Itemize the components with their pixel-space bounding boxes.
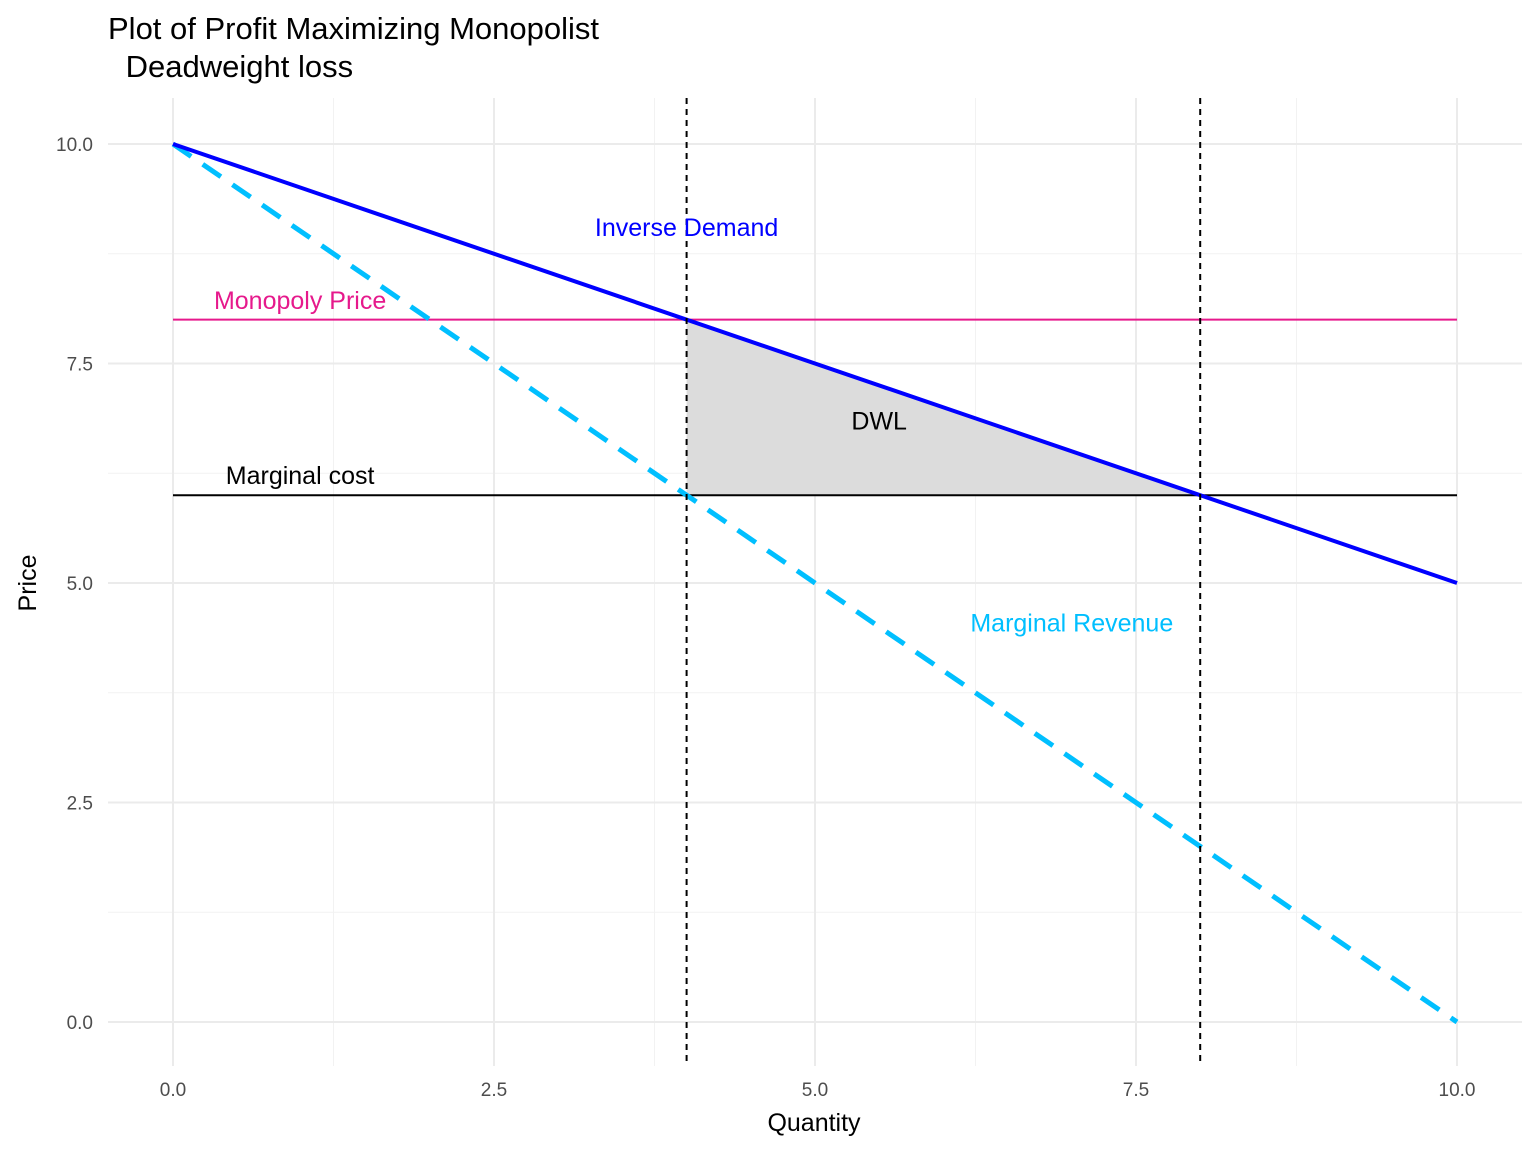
y-tick-label: 5.0 — [67, 574, 93, 595]
chart-subtitle: Deadweight loss — [117, 49, 354, 84]
annotation-label: DWL — [851, 407, 907, 435]
y-tick-label: 7.5 — [67, 355, 93, 376]
chart-title: Plot of Profit Maximizing Monopolist — [108, 11, 600, 46]
series-line-mr — [171, 141, 1459, 1025]
x-tick-label: 10.0 — [1439, 1080, 1476, 1101]
series-line-demand — [172, 142, 1458, 585]
annotation-label: Marginal Revenue — [970, 609, 1173, 637]
x-tick-label: 2.5 — [481, 1080, 507, 1101]
annotation-label: Marginal cost — [226, 462, 375, 490]
y-axis-title: Price — [14, 555, 42, 612]
annotation-label: Inverse Demand — [595, 214, 778, 242]
x-axis-title: Quantity — [767, 1109, 861, 1137]
y-tick-label: 2.5 — [67, 794, 93, 815]
x-tick-label: 7.5 — [1123, 1080, 1149, 1101]
x-tick-label: 5.0 — [802, 1080, 828, 1101]
annotation-label: Monopoly Price — [214, 287, 386, 315]
y-tick-label: 10.0 — [56, 135, 93, 156]
y-tick-label: 0.0 — [67, 1013, 93, 1034]
x-tick-label: 0.0 — [160, 1080, 186, 1101]
